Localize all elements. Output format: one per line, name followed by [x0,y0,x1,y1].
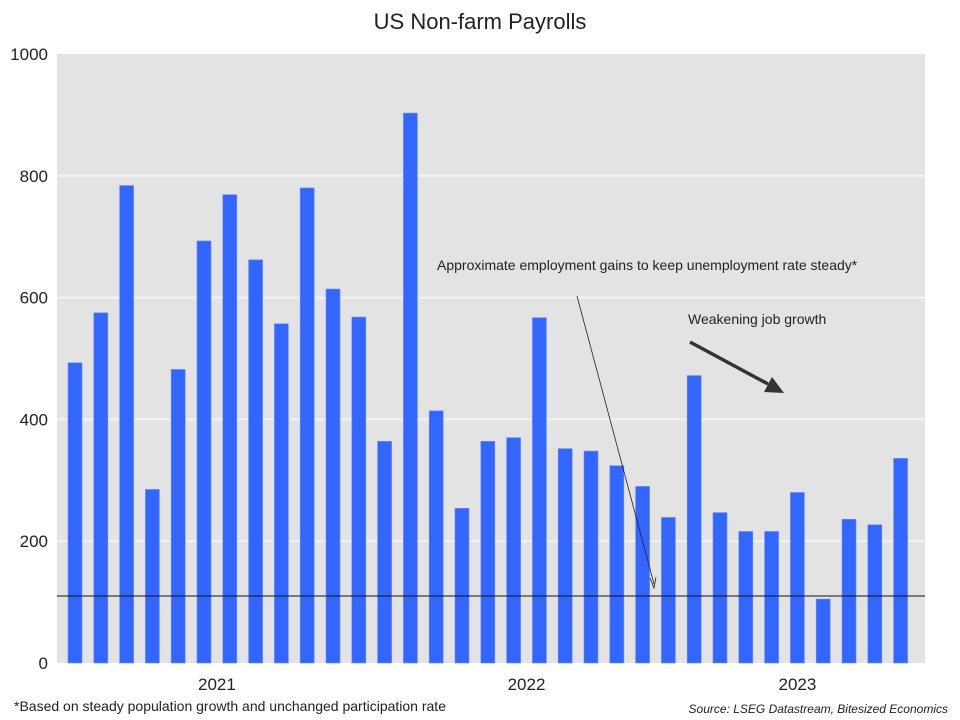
chart-title: US Non-farm Payrolls [374,9,587,34]
trend-arrow-head [764,377,784,393]
x-tick-label: 2021 [198,675,236,694]
bar [428,410,444,664]
y-tick-label: 800 [20,167,48,186]
reference-arrow-head [649,576,657,590]
bar [403,112,418,664]
bar [222,194,238,664]
reference-line-label: Approximate employment gains to keep une… [437,257,858,273]
y-tick-label: 400 [20,410,48,429]
bar [299,187,315,664]
bar [532,317,547,664]
source-note: Source: LSEG Datastream, Bitesized Econo… [689,702,948,716]
bar [454,508,470,664]
bar [248,259,263,664]
bar [93,312,109,664]
bar [557,448,573,664]
bar [893,458,908,664]
bar [480,441,496,664]
y-tick-label: 200 [20,532,48,551]
x-tick-label: 2023 [778,675,816,694]
bar [274,323,289,664]
y-tick-label: 1000 [10,45,48,64]
x-tick-label: 2022 [508,675,546,694]
y-tick-label: 600 [20,289,48,308]
bar [506,437,521,664]
bar [609,465,625,664]
bar [867,524,883,664]
bar [815,598,831,664]
bar [119,185,134,664]
bar [738,531,754,664]
bar [377,441,392,664]
bar [635,486,650,664]
bar [686,375,702,664]
bar [841,518,857,664]
trend-arrow-line [689,340,769,386]
bar [712,512,728,664]
bar [351,316,367,664]
reference-arrow-line [576,295,655,585]
bar [790,492,805,664]
bar [145,489,160,664]
bar [661,517,676,664]
bar [764,531,779,664]
trend-annotation-label: Weakening job growth [688,311,826,327]
y-tick-label: 0 [39,654,48,673]
bar [67,362,83,664]
footnote: *Based on steady population growth and u… [14,698,446,714]
bar [583,450,599,664]
bar [325,288,341,664]
bar [170,369,186,664]
bar [196,240,212,664]
